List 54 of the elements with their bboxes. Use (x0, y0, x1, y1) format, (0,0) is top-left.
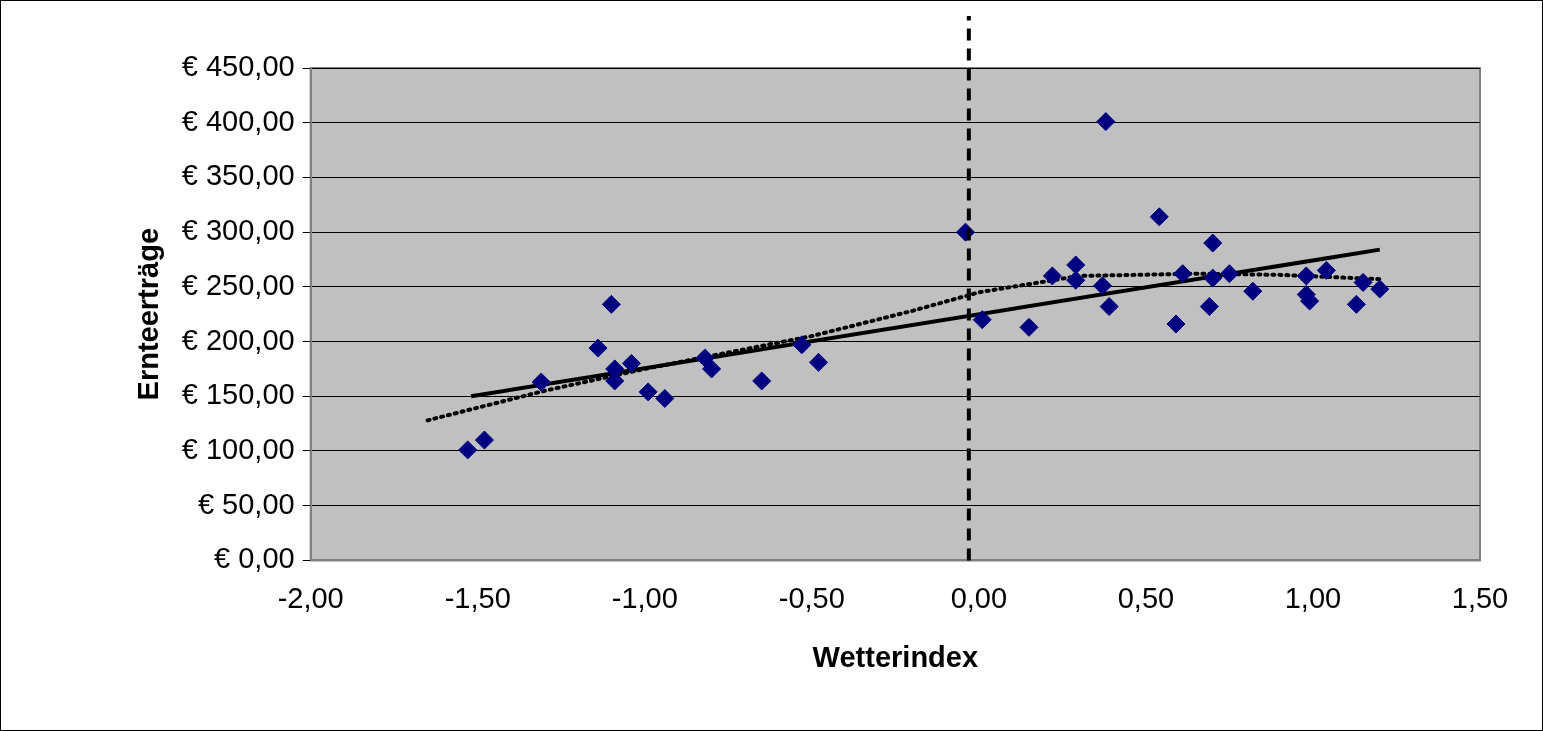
x-tick-label: -1,50 (444, 581, 511, 614)
point (1203, 268, 1223, 288)
x-tick-label: 0,00 (950, 581, 1008, 614)
y-tick-label: € 450,00 (181, 50, 295, 82)
y-axis-title: Ernteerträge (132, 227, 165, 401)
point (1219, 264, 1239, 284)
point (702, 359, 722, 379)
point (1296, 266, 1316, 286)
x-tick-label: -0,50 (778, 581, 845, 614)
x-axis-title: Wetterindex (812, 640, 979, 673)
y-tick-label: € 150,00 (181, 378, 295, 411)
point (1066, 255, 1086, 275)
point (621, 353, 641, 373)
point (1203, 233, 1223, 253)
y-tick-label: € 300,00 (181, 214, 295, 247)
point (809, 352, 828, 372)
point (1166, 314, 1186, 334)
x-tick-label: 1,00 (1284, 581, 1342, 614)
point (1096, 112, 1116, 132)
point (1042, 266, 1062, 286)
point (1199, 297, 1219, 317)
point (792, 335, 812, 355)
point (601, 294, 621, 314)
y-tick-label: € 0,00 (214, 542, 295, 575)
point (1243, 281, 1263, 301)
point (1149, 207, 1169, 227)
point (752, 371, 772, 391)
y-tick-label: € 100,00 (181, 432, 295, 465)
y-tick-label: € 50,00 (197, 487, 295, 520)
point (1173, 264, 1193, 284)
point (638, 382, 658, 402)
x-tick-label: -2,00 (277, 581, 344, 614)
point (531, 372, 551, 392)
y-tick-label: € 350,00 (181, 159, 295, 192)
x-tick-label: 1,50 (1451, 581, 1509, 614)
point (1370, 279, 1390, 299)
x-tick-label: 0,50 (1117, 581, 1175, 614)
point (972, 310, 992, 330)
point (588, 338, 608, 358)
point (1316, 260, 1336, 280)
point (1099, 297, 1119, 317)
point (1066, 270, 1086, 290)
x-tick-label: -1,00 (611, 581, 678, 614)
point (474, 430, 494, 450)
point (695, 348, 715, 368)
point (458, 440, 478, 460)
y-tick-label: € 250,00 (181, 268, 295, 301)
point (1092, 276, 1112, 296)
point (1346, 294, 1366, 314)
point (1019, 317, 1039, 337)
point (1353, 272, 1373, 292)
y-tick-label: € 400,00 (181, 104, 295, 137)
point (655, 388, 675, 408)
y-tick-label: € 200,00 (181, 323, 295, 356)
